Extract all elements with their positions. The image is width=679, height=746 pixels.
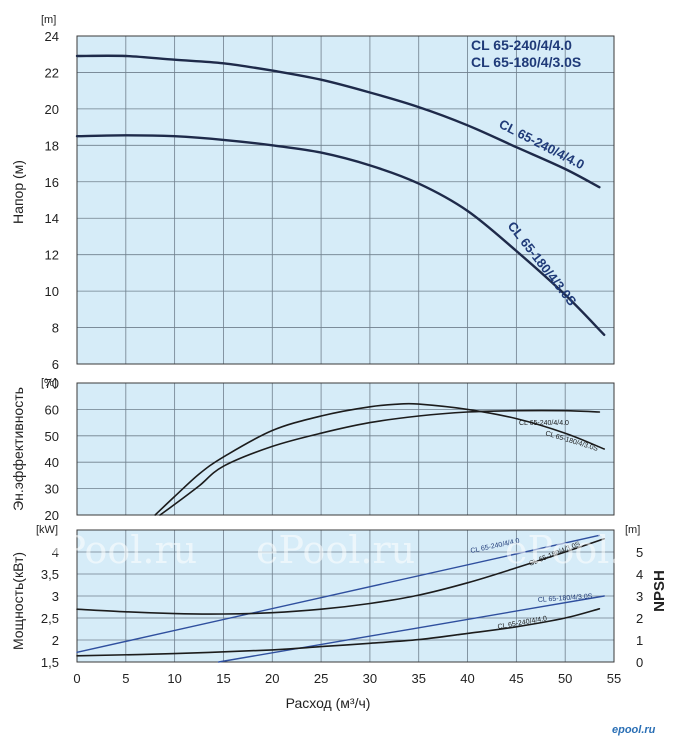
x-tick-label: 50 [558,671,572,686]
x-tick-label: 20 [265,671,279,686]
x-tick-label: 0 [73,671,80,686]
efficiency-axis-title: Эн.эффективность [10,387,26,511]
power-unit: [kW] [36,524,58,536]
efficiency-ytick-label: 30 [45,482,59,497]
head-axis-title: Напор (м) [10,160,26,224]
npsh-unit: [m] [625,524,640,536]
head-ytick-label: 20 [45,102,59,117]
head-curve-cl65-240 [75,54,601,189]
npsh-curve-cl65-180 [76,538,605,615]
x-tick-label: 45 [509,671,523,686]
npsh-curve-cl65-240 [76,608,601,657]
power-ytick-label: 1,5 [41,655,59,670]
x-axis-title: Расход (м³/ч) [286,695,371,711]
x-tick-label: 10 [167,671,181,686]
efficiency-curve-cl65-180 [154,402,605,516]
power-line-cl65-240 [76,534,601,653]
efficiency-curve-cl65-240 [159,409,601,516]
efficiency-ytick-label: 40 [45,455,59,470]
watermarks: ePool.ru ePool.ru ePool.ru [38,528,664,572]
efficiency-ytick-label: 60 [45,402,59,417]
power-ytick-label: 3,5 [41,567,59,582]
efficiency-ytick-label: 70 [45,376,59,391]
npsh-ytick-label: 1 [636,633,643,648]
efficiency-label-cl65-240: CL 65-240/4/4.0 [519,420,569,427]
head-ytick-label: 14 [45,211,59,226]
head-ytick-label: 8 [52,321,59,336]
x-tick-label: 30 [363,671,377,686]
npsh-ytick-label: 0 [636,655,643,670]
npsh-ytick-label: 4 [636,567,643,582]
head-ytick-label: 18 [45,138,59,153]
power-label-cl65-180: CL 65-180/4/3.0S [538,593,593,604]
power-plot-border [76,529,615,663]
npsh-ytick-label: 3 [636,589,643,604]
x-tick-label: 5 [122,671,129,686]
x-tick-label: 35 [411,671,425,686]
head-panel: 6 8 10 12 14 16 18 20 22 24 CL 65-240/4/4.0CL 65-1… [45,29,615,372]
efficiency-plot-border [76,382,615,516]
head-ytick-label: 24 [45,29,59,44]
head-plot-area [77,36,614,364]
head-ytick-label: 16 [45,175,59,190]
power-axis-title: Мощность(кВт) [10,552,26,650]
watermark-right: ePool.ru [505,528,664,572]
watermark-left: ePool.ru [38,528,197,572]
power-ytick-label: 2,5 [41,611,59,626]
head-curve-cl65-180 [75,134,606,336]
npsh-axis-title: NPSH [651,570,668,612]
watermark-center: ePool.ru [256,528,415,572]
head-ytick-label: 10 [45,284,59,299]
efficiency-plot-area [77,383,614,515]
head-ytick-label: 12 [45,248,59,263]
x-tick-label: 15 [216,671,230,686]
power-ytick-label: 3 [52,589,59,604]
legend-entry-1: CL 65-240/4/4.0 [471,37,572,53]
efficiency-ytick-label: 50 [45,429,59,444]
power-ytick-label: 2 [52,633,59,648]
efficiency-ytick-label: 20 [45,508,59,523]
power-ytick-label: 4 [52,545,59,560]
efficiency-unit: [%] [41,377,57,389]
x-tick-label: 25 [314,671,328,686]
power-line-cl65-180 [217,595,605,663]
npsh-ytick-label: 2 [636,611,643,626]
head-plot-border [76,35,615,365]
head-ytick-label: 6 [52,357,59,372]
npsh-ytick-label: 5 [636,545,643,560]
x-tick-label: 40 [460,671,474,686]
site-logo: epool.ru [612,724,656,736]
head-unit: [m] [41,14,56,26]
x-tick-label: 55 [607,671,621,686]
head-ytick-label: 22 [45,65,59,80]
legend-entry-2: CL 65-180/4/3.0S [471,54,581,70]
